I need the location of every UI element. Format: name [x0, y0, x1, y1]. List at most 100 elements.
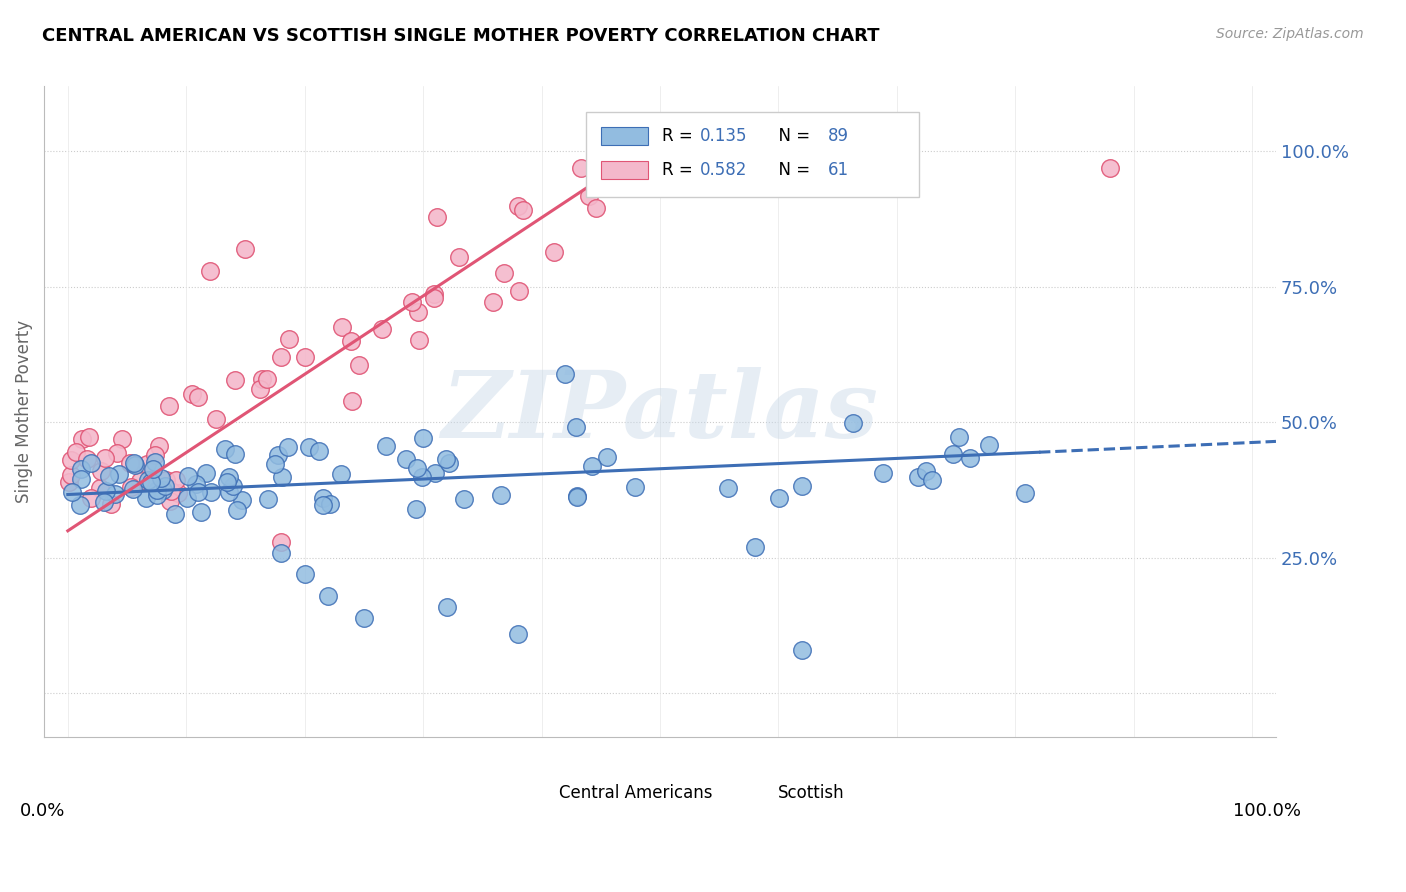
Point: [408, 333, 430, 347]
Point: [508, 284, 530, 298]
Point: [166, 486, 188, 500]
Point: [70, 432, 93, 446]
Point: [942, 446, 965, 460]
Point: [270, 351, 292, 365]
Point: [250, 371, 273, 385]
Point: [225, 502, 247, 516]
Point: [872, 466, 894, 480]
Point: [165, 473, 187, 487]
Point: [157, 399, 180, 413]
Point: [405, 501, 427, 516]
Point: [578, 189, 600, 203]
Point: [423, 286, 446, 301]
Point: [218, 470, 240, 484]
Text: N =: N =: [769, 127, 815, 145]
Point: [405, 461, 427, 475]
Text: Scottish: Scottish: [779, 784, 845, 803]
Point: [256, 371, 278, 385]
Point: [60, 452, 83, 467]
Point: [108, 467, 131, 482]
Point: [76, 452, 98, 467]
Point: [329, 467, 352, 481]
Text: ZIPatlas: ZIPatlas: [441, 367, 879, 457]
Text: 100.0%: 100.0%: [1233, 802, 1301, 820]
Point: [235, 242, 257, 256]
Point: [136, 473, 159, 487]
Point: [100, 498, 122, 512]
Point: [508, 199, 530, 213]
Point: [294, 351, 316, 365]
Point: [506, 627, 529, 641]
Point: [195, 466, 218, 480]
Point: [278, 332, 301, 346]
Text: Central Americans: Central Americans: [560, 784, 713, 803]
Point: [554, 367, 576, 381]
Point: [330, 320, 353, 334]
Point: [581, 458, 603, 473]
Point: [59, 467, 82, 482]
Point: [489, 488, 512, 502]
Point: [93, 495, 115, 509]
Point: [69, 472, 91, 486]
Point: [921, 473, 943, 487]
Point: [94, 484, 117, 499]
Point: [294, 567, 316, 582]
Point: [266, 448, 288, 462]
Point: [155, 474, 177, 488]
Text: 0.0%: 0.0%: [20, 802, 65, 820]
Point: [198, 263, 221, 277]
Point: [58, 475, 80, 490]
Point: [257, 492, 280, 507]
Point: [907, 470, 929, 484]
Point: [118, 456, 141, 470]
Point: [79, 491, 101, 505]
Point: [264, 457, 287, 471]
Point: [512, 202, 534, 217]
Point: [412, 431, 434, 445]
Text: R =: R =: [662, 127, 699, 145]
Point: [425, 466, 447, 480]
Point: [915, 464, 938, 478]
Point: [1099, 161, 1122, 175]
Point: [792, 479, 814, 493]
Point: [160, 484, 183, 499]
Point: [104, 487, 127, 501]
Point: [340, 393, 363, 408]
Point: [319, 497, 342, 511]
Point: [146, 488, 169, 502]
Point: [271, 469, 294, 483]
Point: [426, 210, 449, 224]
Text: 61: 61: [828, 161, 849, 179]
Point: [270, 534, 292, 549]
Text: R =: R =: [662, 161, 699, 179]
Point: [60, 485, 83, 500]
Point: [482, 295, 505, 310]
Point: [231, 492, 253, 507]
Point: [494, 266, 516, 280]
Point: [215, 475, 238, 489]
Point: [90, 464, 112, 478]
Point: [768, 491, 790, 505]
Text: 0.135: 0.135: [699, 127, 747, 145]
Point: [65, 445, 87, 459]
Point: [311, 498, 333, 512]
Point: [270, 545, 292, 559]
Point: [79, 430, 101, 444]
Point: [69, 498, 91, 512]
Point: [124, 458, 146, 473]
Point: [145, 483, 167, 497]
Point: [143, 448, 166, 462]
Point: [792, 643, 814, 657]
Point: [959, 451, 981, 466]
Point: [135, 491, 157, 505]
Point: [406, 305, 429, 319]
Text: Source: ZipAtlas.com: Source: ZipAtlas.com: [1216, 27, 1364, 41]
Point: [370, 321, 392, 335]
Point: [423, 291, 446, 305]
Point: [181, 387, 204, 401]
Point: [94, 451, 117, 466]
Bar: [600, 161, 648, 179]
Point: [543, 245, 565, 260]
Point: [159, 494, 181, 508]
Point: [143, 455, 166, 469]
